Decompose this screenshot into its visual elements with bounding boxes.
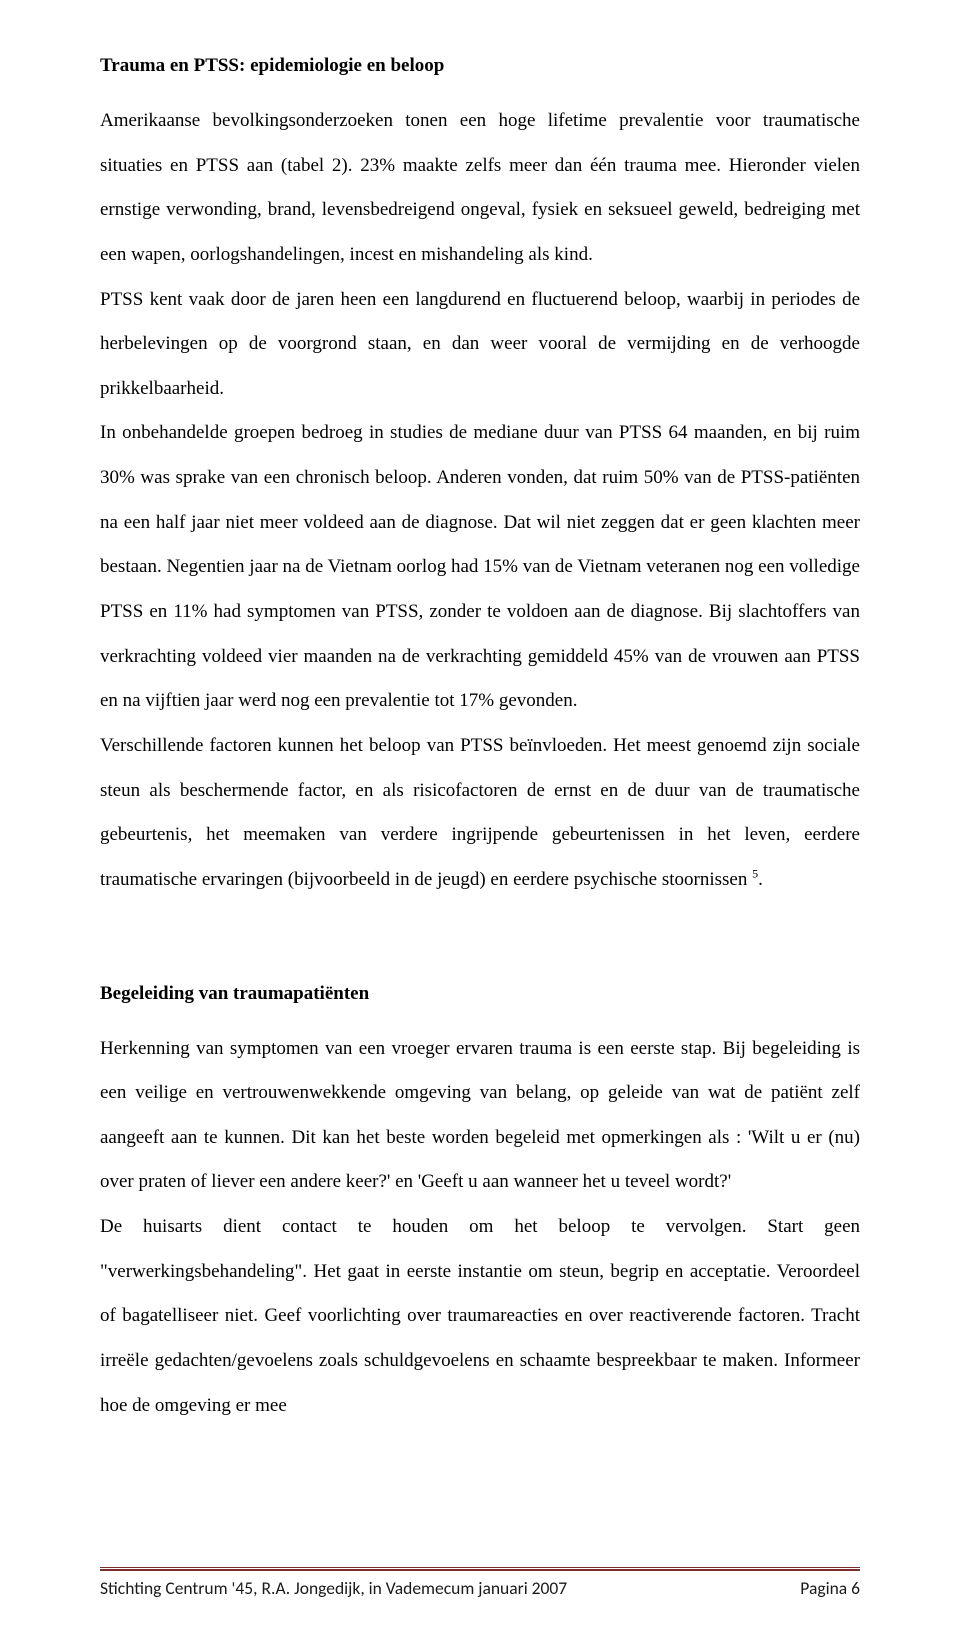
paragraph-text: . bbox=[758, 869, 763, 890]
paragraph: Verschillende factoren kunnen het beloop… bbox=[100, 724, 860, 903]
paragraph: Amerikaanse bevolkingsonderzoeken tonen … bbox=[100, 99, 860, 278]
section-spacer bbox=[100, 903, 860, 983]
footer-source: Stichting Centrum '45, R.A. Jongedijk, i… bbox=[100, 1577, 567, 1599]
section-heading-epidemiology: Trauma en PTSS: epidemiologie en beloop bbox=[100, 55, 860, 77]
section-heading-guidance: Begeleiding van traumapatiënten bbox=[100, 983, 860, 1005]
footer-rule bbox=[100, 1567, 860, 1571]
paragraph: De huisarts dient contact te houden om h… bbox=[100, 1205, 860, 1428]
paragraph: In onbehandelde groepen bedroeg in studi… bbox=[100, 411, 860, 723]
page-footer: Stichting Centrum '45, R.A. Jongedijk, i… bbox=[100, 1567, 860, 1599]
footer-page-number: Pagina 6 bbox=[800, 1577, 860, 1599]
paragraph-text: Verschillende factoren kunnen het beloop… bbox=[100, 735, 860, 890]
paragraph: Herkenning van symptomen van een vroeger… bbox=[100, 1027, 860, 1206]
paragraph: PTSS kent vaak door de jaren heen een la… bbox=[100, 278, 860, 412]
